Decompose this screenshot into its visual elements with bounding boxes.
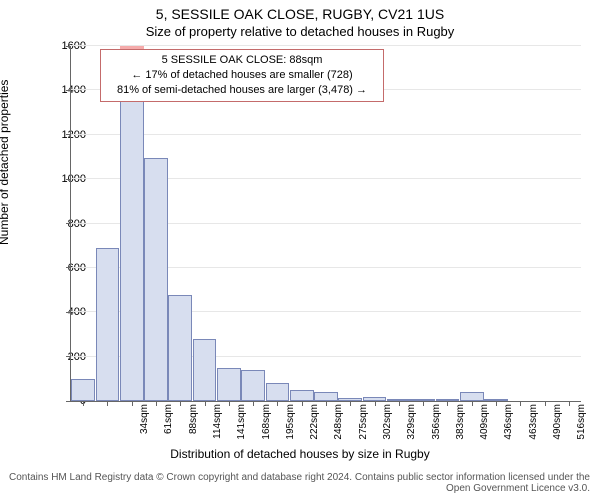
bar <box>460 392 484 401</box>
callout-line1: 5 SESSILE OAK CLOSE: 88sqm <box>107 53 377 68</box>
bar <box>266 383 290 401</box>
bar <box>168 295 192 402</box>
bar <box>120 91 144 401</box>
bar <box>193 339 217 401</box>
bar <box>241 370 265 401</box>
title-line1: 5, SESSILE OAK CLOSE, RUGBY, CV21 1US <box>0 6 600 22</box>
bar <box>484 399 508 401</box>
y-axis-label: Number of detached properties <box>0 80 11 245</box>
bar <box>387 399 411 401</box>
x-axis-label: Distribution of detached houses by size … <box>0 447 600 461</box>
bar <box>96 248 120 401</box>
bar <box>338 398 362 401</box>
bar <box>71 379 95 401</box>
bar <box>436 399 460 401</box>
bar <box>411 399 435 401</box>
bar <box>144 158 168 401</box>
callout-box: 5 SESSILE OAK CLOSE: 88sqm ← 17% of deta… <box>100 49 384 102</box>
callout-line3: 81% of semi-detached houses are larger (… <box>107 83 377 98</box>
bar <box>314 392 338 401</box>
bar <box>217 368 241 401</box>
bar <box>363 397 387 401</box>
title-line2: Size of property relative to detached ho… <box>0 24 600 39</box>
bar <box>290 390 314 401</box>
callout-line2: ← 17% of detached houses are smaller (72… <box>107 68 377 83</box>
footer-text: Contains HM Land Registry data © Crown c… <box>0 472 590 494</box>
figure: 5, SESSILE OAK CLOSE, RUGBY, CV21 1US Si… <box>0 0 600 500</box>
